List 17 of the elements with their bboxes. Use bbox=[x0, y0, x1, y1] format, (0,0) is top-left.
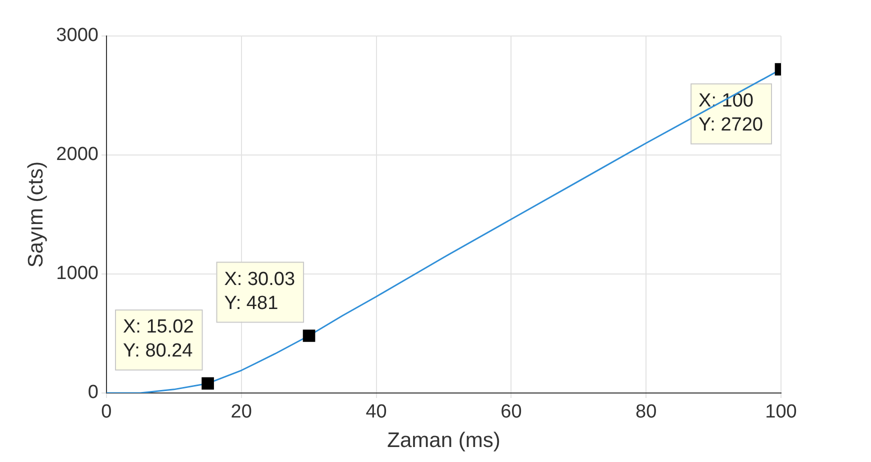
y-tick-label: 3000 bbox=[56, 25, 98, 46]
annotation: X: 15.02 Y: 80.24 bbox=[123, 316, 194, 362]
annotation: X: 100 Y: 2720 bbox=[698, 90, 764, 136]
point bbox=[202, 377, 214, 390]
y-tick-label: 1000 bbox=[56, 263, 98, 284]
point bbox=[302, 330, 316, 342]
x-tick-label: 20 bbox=[230, 402, 252, 423]
x-tick-label: 100 bbox=[765, 402, 797, 423]
x-tick-label: 80 bbox=[636, 402, 657, 423]
annotation: X: 30.03 Y: 481 bbox=[224, 268, 296, 314]
y-tick-label: 2000 bbox=[56, 144, 98, 166]
y-axis-title: Sayım (cts) bbox=[24, 161, 48, 268]
x-tick-label: 40 bbox=[366, 402, 387, 423]
x-tick-label: 60 bbox=[500, 402, 522, 423]
x-axis-title: Zaman (ms) bbox=[387, 429, 500, 452]
y-tick-label: 0 bbox=[88, 382, 98, 404]
x-tick-label: 0 bbox=[101, 402, 112, 423]
